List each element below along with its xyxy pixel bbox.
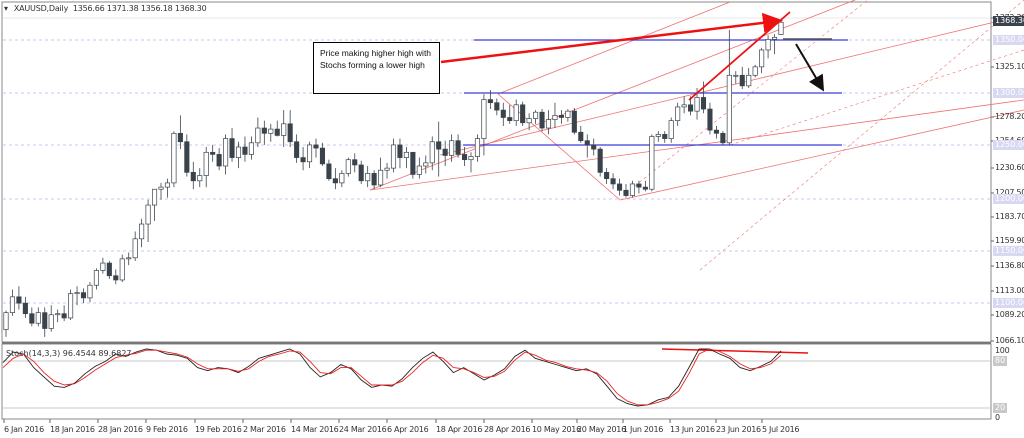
price-tick-label: 1089.20 — [995, 310, 1024, 319]
ohlc-values: 1356.66 1371.38 1356.18 1368.30 — [72, 4, 207, 13]
stochastic-label: Stoch(14,3,3) 96.4544 89.6827 — [6, 349, 132, 358]
date-tick-label: 1 Jun 2016 — [623, 425, 664, 434]
horizontal-level-label: 1100.00 — [993, 298, 1024, 308]
date-tick-label: 19 Feb 2016 — [195, 425, 242, 434]
price-tick-label: 1207.50 — [995, 188, 1024, 197]
horizontal-level-label: 1150.00 — [993, 246, 1024, 256]
main-pane-frame — [1, 1, 992, 343]
price-tick-label: 1278.20 — [995, 112, 1024, 121]
date-tick-label: 18 Jan 2016 — [50, 425, 95, 434]
current-price-badge: 1368.30 — [993, 16, 1024, 26]
date-tick-label: 28 Apr 2016 — [484, 425, 531, 434]
price-tick-label: 1325.10 — [995, 62, 1024, 71]
date-tick-label: 18 Apr 2016 — [436, 425, 483, 434]
trend-channels — [369, 0, 1024, 271]
stoch-level-0: 0 — [995, 413, 1000, 422]
annotations — [440, 11, 825, 354]
stoch-level-80: 80 — [993, 356, 1008, 366]
dropdown-triangle-icon[interactable]: ▾ — [4, 4, 8, 13]
date-tick-label: 13 Jun 2016 — [670, 425, 715, 434]
date-tick-label: 9 Feb 2016 — [146, 425, 188, 434]
annotation-callout[interactable]: Price making higher high with Stochs for… — [313, 42, 440, 94]
date-tick-label: 20 May 2016 — [577, 425, 626, 434]
symbol-label: XAUUSD,Daily — [13, 4, 69, 13]
date-tick-label: 14 Mar 2016 — [291, 425, 339, 434]
price-tick-label: 1183.70 — [995, 212, 1024, 221]
date-tick-label: 24 Mar 2016 — [339, 425, 387, 434]
date-tick-label: 23 Jun 2016 — [716, 425, 761, 434]
price-tick-label: 1230.60 — [995, 163, 1024, 172]
axis-ticks — [3, 17, 994, 423]
date-tick-label: 6 Jan 2016 — [4, 425, 44, 434]
price-tick-label: 1113.00 — [995, 286, 1024, 295]
price-tick-label: 1066.10 — [995, 336, 1024, 345]
horizontal-level-label: 1300.00 — [993, 88, 1024, 98]
price-tick-label: 1159.90 — [995, 236, 1024, 245]
stochastic-lines — [2, 348, 782, 407]
price-tick-label: 1136.80 — [995, 261, 1024, 270]
date-tick-label: 10 May 2016 — [532, 425, 581, 434]
horizontal-level-label: 1250.00 — [993, 140, 1024, 150]
chart-title: ▾ XAUUSD,Daily 1356.66 1371.38 1356.18 13… — [4, 4, 207, 13]
date-tick-label: 2 Mar 2016 — [243, 425, 286, 434]
date-tick-label: 5 Jul 2016 — [762, 425, 800, 434]
stoch-level-20: 20 — [993, 403, 1008, 413]
date-tick-label: 6 Apr 2016 — [387, 425, 429, 434]
horizontal-level-label: 1200.00 — [993, 194, 1024, 204]
stoch-level-100: 100 — [995, 346, 1010, 355]
date-tick-label: 28 Jan 2016 — [98, 425, 143, 434]
horizontal-level-label: 1350.00 — [993, 35, 1024, 45]
candlesticks — [3, 18, 784, 337]
